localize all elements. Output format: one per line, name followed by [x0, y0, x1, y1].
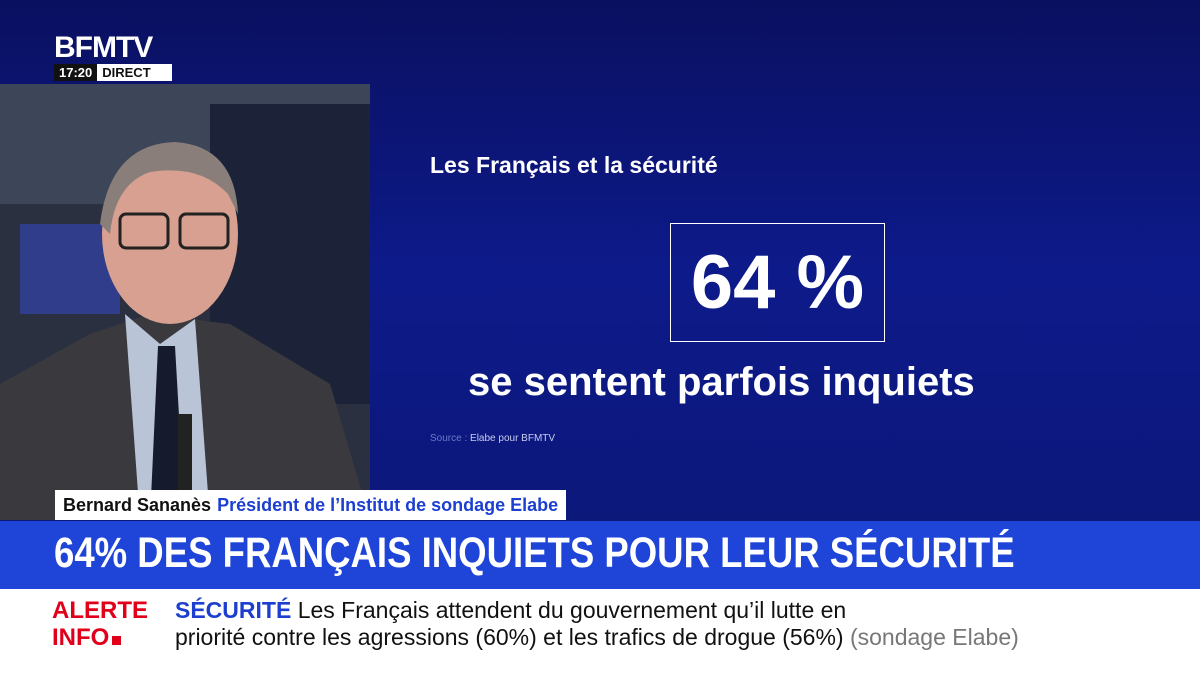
brand: BFMTV — [54, 31, 153, 64]
lower-third: Bernard Sananès Président de l’Institut … — [55, 490, 567, 520]
video-feed — [0, 84, 370, 520]
live-label: DIRECT — [102, 65, 151, 80]
time-bar: 17:20 DIRECT — [54, 64, 172, 81]
square-icon — [112, 636, 122, 645]
source-text: Elabe pour BFMTV — [470, 433, 556, 444]
ticker-line1: Les Français attendent du gouvernement q… — [297, 597, 847, 623]
speaker-name: Bernard Sananès — [63, 494, 212, 515]
info-word: INFO — [52, 624, 148, 651]
infographic-caption: se sentent parfois inquiets — [468, 360, 975, 404]
clock: 17:20 — [54, 64, 98, 81]
info-text: INFO — [52, 624, 110, 651]
channel-logo: BFMTV 17:20 DIRECT — [54, 32, 172, 82]
alert-word: ALERTE — [52, 597, 148, 624]
speaker-role: Président de l’Institut de sondage Elabe — [217, 494, 559, 515]
source-label: Source : — [430, 433, 468, 444]
headline: 64% DES FRANÇAIS INQUIETS POUR LEUR SÉCU… — [54, 529, 1015, 577]
ticker-text: SÉCURITÉ Les Français attendent du gouve… — [175, 597, 1019, 651]
ticker: ALERTE INFO SÉCURITÉ Les Français attend… — [0, 589, 1200, 675]
headline-band: 64% DES FRANÇAIS INQUIETS POUR LEUR SÉCU… — [0, 521, 1200, 589]
source: Source : Elabe pour BFMTV — [430, 433, 555, 444]
key-figure: 64 % — [670, 223, 885, 342]
infographic-title: Les Français et la sécurité — [430, 152, 718, 178]
alert-badge: ALERTE INFO — [52, 597, 148, 651]
ticker-note: (sondage Elabe) — [849, 624, 1019, 650]
ticker-line2: priorité contre les agressions (60%) et … — [175, 624, 844, 650]
ticker-topic: SÉCURITÉ — [175, 597, 292, 623]
